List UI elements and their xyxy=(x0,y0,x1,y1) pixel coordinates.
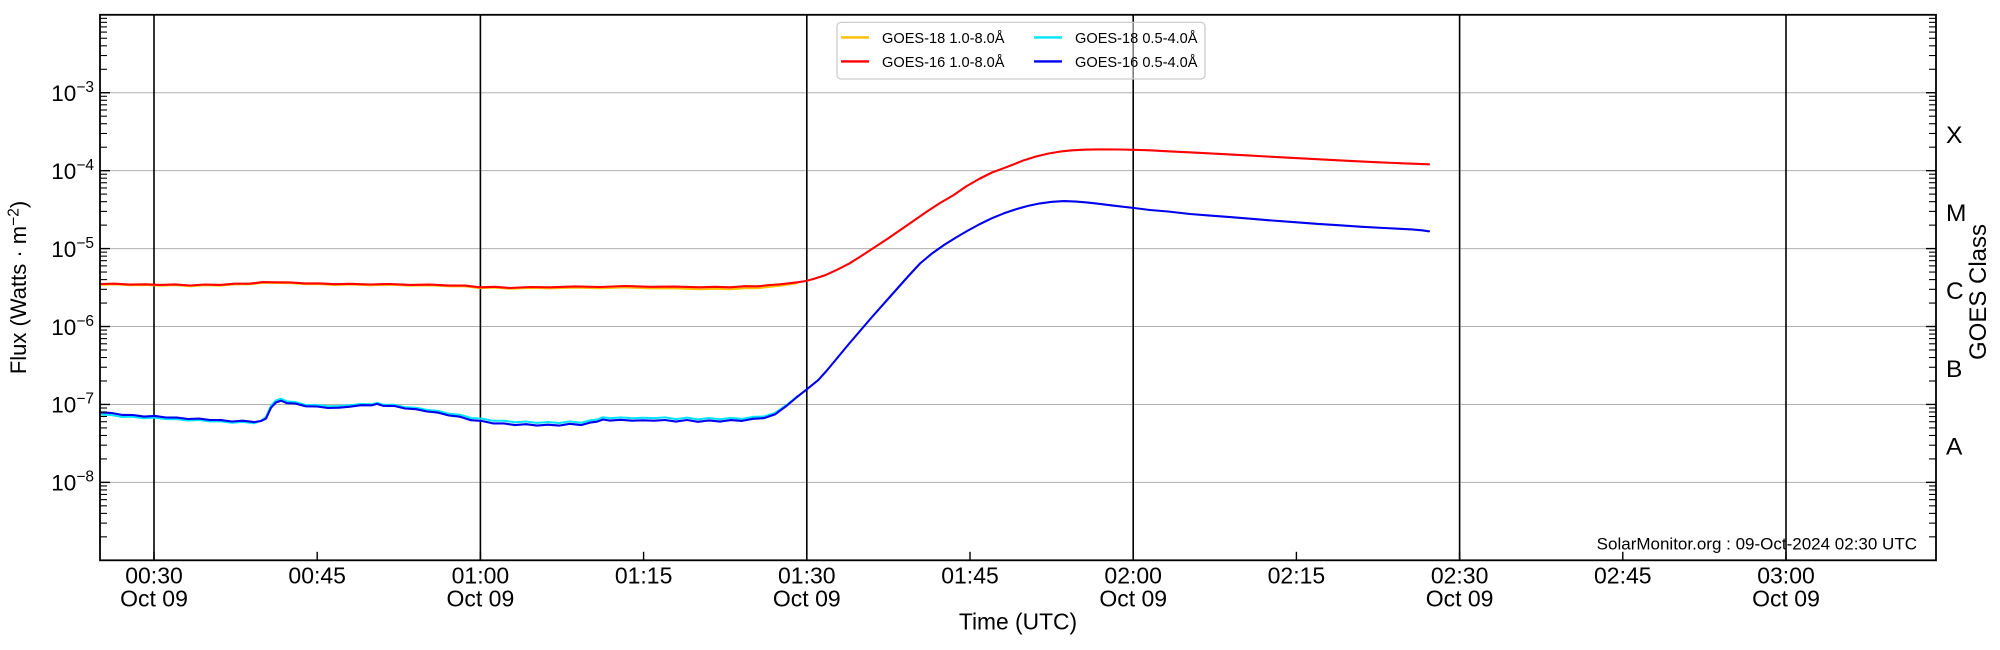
svg-text:GOES-18 1.0-8.0Å: GOES-18 1.0-8.0Å xyxy=(882,30,1005,47)
svg-text:C: C xyxy=(1946,278,1964,305)
svg-text:02:45: 02:45 xyxy=(1594,563,1652,589)
svg-text:X: X xyxy=(1946,122,1962,149)
svg-text:M: M xyxy=(1946,200,1966,227)
svg-text:Oct 09: Oct 09 xyxy=(773,586,841,612)
svg-text:02:30: 02:30 xyxy=(1431,563,1489,589)
svg-text:00:30: 00:30 xyxy=(125,563,183,589)
svg-text:Oct 09: Oct 09 xyxy=(1752,586,1820,612)
svg-text:GOES-18 0.5-4.0Å: GOES-18 0.5-4.0Å xyxy=(1075,30,1198,47)
svg-text:00:45: 00:45 xyxy=(288,563,346,589)
svg-text:10−3: 10−3 xyxy=(51,79,94,106)
svg-text:02:15: 02:15 xyxy=(1268,563,1326,589)
svg-text:B: B xyxy=(1946,356,1962,383)
svg-text:Time (UTC): Time (UTC) xyxy=(959,609,1077,635)
svg-text:GOES Class: GOES Class xyxy=(1965,224,1992,360)
svg-text:Flux (Watts · m−2): Flux (Watts · m−2) xyxy=(6,201,32,374)
svg-text:A: A xyxy=(1946,434,1963,461)
svg-text:Oct 09: Oct 09 xyxy=(120,586,188,612)
svg-text:01:00: 01:00 xyxy=(452,563,510,589)
svg-text:Oct 09: Oct 09 xyxy=(1426,586,1494,612)
svg-text:GOES-16 0.5-4.0Å: GOES-16 0.5-4.0Å xyxy=(1075,54,1198,71)
svg-text:01:30: 01:30 xyxy=(778,563,836,589)
svg-text:GOES-16 1.0-8.0Å: GOES-16 1.0-8.0Å xyxy=(882,54,1005,71)
svg-text:03:00: 03:00 xyxy=(1757,563,1815,589)
svg-text:SolarMonitor.org : 09-Oct-2024: SolarMonitor.org : 09-Oct-2024 02:30 UTC xyxy=(1597,535,1917,554)
svg-text:01:15: 01:15 xyxy=(615,563,673,589)
svg-text:01:45: 01:45 xyxy=(941,563,999,589)
svg-text:Oct 09: Oct 09 xyxy=(447,586,515,612)
svg-text:Oct 09: Oct 09 xyxy=(1099,586,1167,612)
svg-text:02:00: 02:00 xyxy=(1104,563,1162,589)
